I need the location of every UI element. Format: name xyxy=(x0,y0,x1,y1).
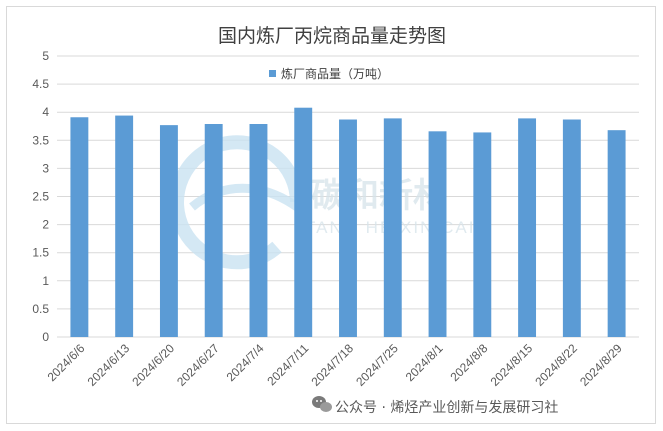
y-tick-label: 3 xyxy=(42,161,49,175)
x-tick-label: 2024/7/4 xyxy=(224,341,267,384)
y-tick-label: 0 xyxy=(42,330,49,344)
x-tick-label: 2024/8/29 xyxy=(577,341,625,389)
bar xyxy=(115,115,134,338)
bar xyxy=(204,124,223,337)
y-tick-label: 3.5 xyxy=(32,133,49,147)
logo-inner-swoosh-icon xyxy=(189,183,300,211)
x-tick-label: 2024/8/15 xyxy=(488,341,536,389)
x-tick-label: 2024/6/13 xyxy=(85,341,133,389)
x-tick-label: 2024/6/6 xyxy=(45,341,88,384)
x-tick-label: 2024/7/11 xyxy=(264,341,311,388)
y-tick-label: 4 xyxy=(42,105,49,119)
y-tick-label: 1.5 xyxy=(32,246,49,260)
bar xyxy=(562,119,581,337)
legend-label: 炼厂商品量（万吨） xyxy=(281,66,389,81)
y-tick-label: 1 xyxy=(42,274,49,288)
bar xyxy=(473,132,492,337)
x-tick-label: 2024/6/27 xyxy=(174,341,222,389)
legend: 炼厂商品量（万吨） xyxy=(269,66,389,81)
y-tick-label: 4.5 xyxy=(32,77,49,91)
bar xyxy=(339,119,357,337)
y-tick-label: 2.5 xyxy=(32,190,49,204)
bar-series xyxy=(70,107,626,338)
logo-swoosh-icon xyxy=(170,135,304,270)
bar-chart: 国内炼厂丙烷商品量走势图 碳和新材 TANG HE XIN CAI 炼厂商品量（… xyxy=(32,25,639,416)
legend-swatch xyxy=(269,70,276,77)
bar xyxy=(70,117,89,338)
x-tick-label: 2024/8/1 xyxy=(403,341,446,384)
bar xyxy=(249,124,268,337)
x-tick-label: 2024/7/18 xyxy=(308,341,356,389)
x-tick-label: 2024/7/25 xyxy=(353,341,401,389)
wechat-icon xyxy=(312,396,332,412)
y-tick-label: 2 xyxy=(42,218,49,232)
bar xyxy=(159,125,178,337)
bar xyxy=(518,118,537,337)
bar xyxy=(383,118,402,337)
bar xyxy=(428,131,447,337)
bar xyxy=(294,107,313,337)
x-tick-label: 2024/8/22 xyxy=(532,341,580,389)
logo-text-cn: 碳和新材 xyxy=(311,176,447,216)
watermark-text: 公众号 · 烯烃产业创新与发展研习社 xyxy=(335,400,558,416)
y-tick-label: 0.5 xyxy=(32,302,49,316)
y-axis-ticks: 0 0.5 1 1.5 2 2.5 3 3.5 4 4.5 5 xyxy=(32,49,49,344)
y-tick-label: 5 xyxy=(42,49,49,63)
x-tick-label: 2024/8/8 xyxy=(447,341,490,384)
bar xyxy=(607,130,626,337)
x-tick-label: 2024/6/20 xyxy=(129,341,177,389)
chart-frame: 国内炼厂丙烷商品量走势图 碳和新材 TANG HE XIN CAI 炼厂商品量（… xyxy=(6,6,656,424)
chart-title: 国内炼厂丙烷商品量走势图 xyxy=(218,25,446,47)
watermark-footer: 公众号 · 烯烃产业创新与发展研习社 xyxy=(312,396,558,416)
